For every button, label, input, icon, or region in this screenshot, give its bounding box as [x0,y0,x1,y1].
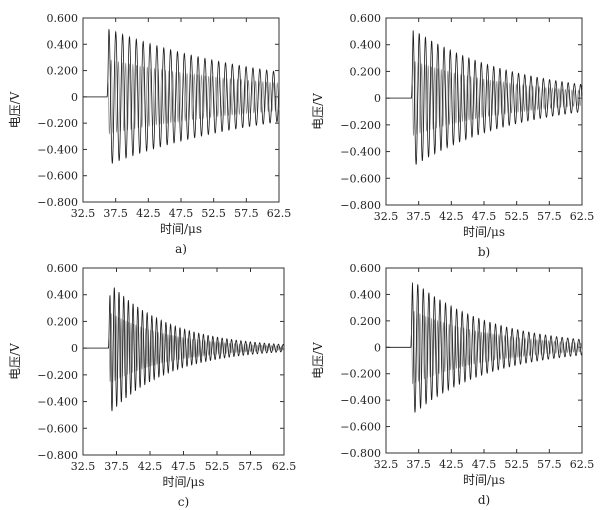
panel-label: c) [178,495,189,509]
y-axis-title: 电压/V [8,91,22,128]
signal-trace-secondary [386,61,583,136]
y-tick-label: −0.800 [37,196,78,209]
y-tick-label: 0.200 [350,315,382,328]
panel-label: b) [478,245,490,259]
x-tick-label: 52.5 [201,207,226,220]
x-tick-label: 62.5 [272,460,297,473]
y-tick-label: 0.400 [47,38,79,51]
x-tick-label: 37.5 [406,210,431,223]
y-tick-label: −0.600 [37,422,78,435]
y-tick-label: −0.400 [37,396,78,409]
y-tick-label: 0.600 [47,262,79,275]
y-tick-label: −0.400 [340,394,381,407]
chart-panel-d: 0.600 0.400 0.200 0 −0.200 −0.400 −0.600 −0.800… [311,262,594,507]
panel-label: d) [478,493,490,507]
chart-panel-c: 0.600 0.400 0.200 0 −0.200 −0.400 −0.600 −0.800… [8,262,296,509]
y-tick-label: −0.600 [37,170,78,183]
y-axis-title: 电压/V [8,343,22,380]
y-tick-label: 0.200 [47,315,79,328]
y-tick-label: −0.200 [37,369,78,382]
y-tick-label: −0.800 [340,447,381,460]
y-tick-label: 0.400 [350,39,382,52]
y-tick-label: −0.800 [37,449,78,462]
signal-trace-secondary [83,59,280,134]
y-axis-title: 电压/V [311,342,325,379]
y-tick-label: −0.200 [340,119,381,132]
x-tick-label: 47.5 [171,460,196,473]
x-axis-title: 时间/μs [463,473,505,487]
y-tick-label: 0.200 [350,65,382,78]
x-tick-label: 57.5 [238,460,263,473]
plot-frame [385,17,583,206]
y-tick-label: 0 [374,341,381,354]
x-axis-title: 时间/μs [463,225,505,239]
y-tick-label: 0.600 [47,12,79,25]
y-tick-label: 0.200 [47,65,79,78]
signal-trace [386,30,583,165]
x-tick-label: 62.5 [570,458,595,471]
x-tick-label: 47.5 [472,210,497,223]
x-tick-label: 57.5 [537,210,562,223]
y-tick-label: −0.400 [340,146,381,159]
x-tick-label: 57.5 [234,207,259,220]
x-tick-label: 42.5 [439,210,464,223]
y-tick-label: −0.600 [340,421,381,434]
y-tick-label: 0 [374,92,381,105]
x-tick-label: 42.5 [136,207,161,220]
x-tick-label: 32.5 [71,460,96,473]
y-tick-label: −0.400 [37,143,78,156]
x-tick-label: 42.5 [138,460,163,473]
x-tick-label: 37.5 [103,207,128,220]
x-tick-label: 37.5 [104,460,129,473]
y-tick-label: −0.200 [37,117,78,130]
chart-panel-a: 0.600 0.400 0.200 0 −0.200 −0.400 −0.600 −0.800… [8,12,291,256]
x-tick-label: 47.5 [472,458,497,471]
signal-trace [83,29,280,164]
x-axis-title: 时间/μs [162,475,204,489]
x-axis-title: 时间/μs [160,222,202,236]
x-tick-label: 62.5 [570,210,595,223]
y-tick-label: 0 [71,342,78,355]
y-tick-label: −0.600 [340,172,381,185]
x-tick-label: 37.5 [406,458,431,471]
x-tick-label: 57.5 [537,458,562,471]
y-tick-label: 0.600 [350,262,382,275]
y-axis-title: 电压/V [311,93,325,130]
x-tick-label: 52.5 [205,460,230,473]
plot-frame [385,267,583,454]
signal-trace [83,287,285,412]
y-tick-label: 0.600 [350,12,382,25]
panel-label: a) [175,242,187,256]
signal-trace [386,282,583,413]
x-tick-label: 52.5 [504,458,529,471]
y-tick-label: 0.400 [47,289,79,302]
y-tick-label: −0.800 [340,199,381,212]
x-tick-label: 32.5 [71,207,96,220]
y-tick-label: −0.200 [340,368,381,381]
y-tick-label: 0.400 [350,288,382,301]
x-tick-label: 42.5 [439,458,464,471]
chart-panel-b: 0.600 0.400 0.200 0 −0.200 −0.400 −0.600 −0.800… [311,12,594,259]
x-tick-label: 32.5 [374,458,399,471]
x-tick-label: 62.5 [267,207,292,220]
x-tick-label: 52.5 [504,210,529,223]
x-tick-label: 47.5 [169,207,194,220]
y-tick-label: 0 [71,91,78,104]
x-tick-label: 32.5 [374,210,399,223]
